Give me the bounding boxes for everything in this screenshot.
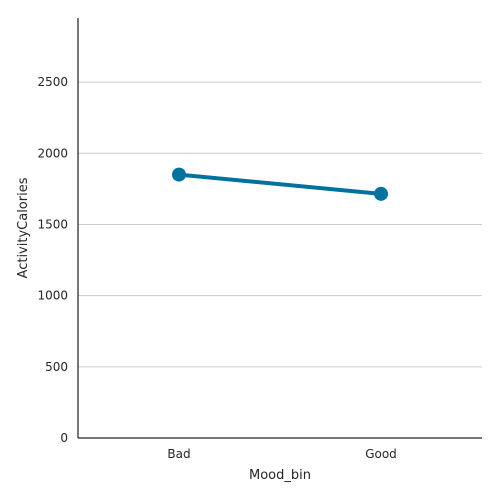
x-tick-label: Good [365, 447, 397, 461]
x-tick-label: Bad [167, 447, 190, 461]
y-tick-label: 1500 [37, 217, 68, 231]
x-tick-labels: Bad Good [167, 447, 396, 461]
y-tick-label: 1000 [37, 289, 68, 303]
axes [77, 18, 482, 439]
series-layer [172, 167, 388, 201]
y-tick-label: 500 [45, 360, 68, 374]
y-tick-label: 2000 [37, 146, 68, 160]
y-axis-title: ActivityCalories [16, 177, 31, 278]
y-tick-label: 0 [60, 431, 68, 445]
series-line [177, 172, 383, 196]
y-tick-labels: 0 500 1000 1500 2000 2500 [37, 75, 68, 445]
data-point-bad [172, 167, 186, 182]
gridlines [78, 81, 482, 368]
y-tick-label: 2500 [37, 75, 68, 89]
x-axis-title: Mood_bin [249, 468, 311, 483]
data-point-good [374, 186, 388, 201]
